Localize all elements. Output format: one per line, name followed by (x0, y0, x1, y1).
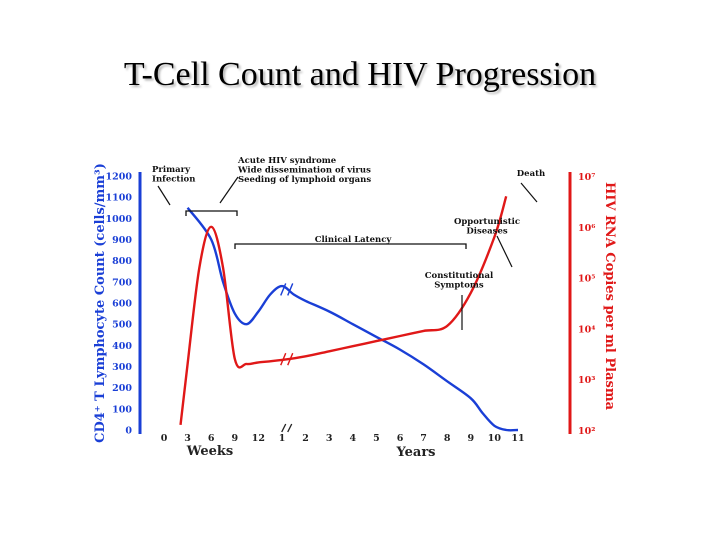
x-tick-label: 2 (302, 433, 309, 444)
y-left-tick-label: 0 (125, 426, 132, 437)
y-right-tick-label: 10² (578, 426, 595, 437)
x-tick-label: 4 (349, 433, 356, 444)
series-break-mark (280, 352, 287, 366)
y-left-tick-label: 700 (112, 277, 132, 288)
y-left-tick-label: 100 (112, 404, 132, 415)
pointer-opportunistic-diseases (496, 235, 513, 268)
y-left-tick-label: 300 (112, 362, 132, 373)
annotation-acute-hiv-syndrome: Wide dissemination of virus (237, 166, 371, 176)
x-tick-label: 5 (373, 433, 380, 444)
annotation-acute-hiv-syndrome: Acute HIV syndrome (237, 156, 337, 166)
annotation-constitutional-symptoms: Symptoms (434, 281, 484, 291)
x-axis-label-weeks: Weeks (186, 444, 233, 459)
y-left-tick-label: 1200 (106, 172, 133, 183)
y-left-tick-label: 1100 (106, 193, 133, 204)
pointer-death (520, 182, 538, 203)
x-axis-break-mark (287, 423, 293, 433)
x-tick-label: 9 (231, 433, 238, 444)
bracket-acute-phase (185, 210, 238, 216)
x-tick-label: 10 (488, 433, 502, 444)
x-tick-label: 6 (397, 433, 404, 444)
y-left-tick-label: 400 (112, 341, 132, 352)
pointer-primary-infection (157, 185, 171, 206)
y-left-tick-label: 500 (112, 320, 132, 331)
y-right-tick-label: 10⁵ (578, 274, 595, 285)
y-right-tick-label: 10³ (578, 375, 595, 386)
series-break-mark (280, 283, 287, 296)
x-tick-label: 1 (279, 433, 286, 444)
y-left-tick-label: 600 (112, 299, 132, 310)
x-tick-label: 9 (467, 433, 474, 444)
y-left-tick-label: 1000 (106, 214, 133, 225)
x-axis-label-years: Years (395, 445, 435, 460)
x-tick-label: 7 (420, 433, 427, 444)
y-left-tick-label: 800 (112, 256, 132, 267)
annotation-primary-infection: Primary (152, 165, 191, 175)
y-left-tick-label: 200 (112, 383, 132, 394)
hiv-rna-series-line (179, 195, 508, 426)
y-right-tick-label: 10⁷ (578, 172, 595, 183)
x-tick-label: 12 (252, 433, 265, 444)
pointer-acute-hiv-syndrome (219, 176, 239, 204)
bracket-clinical-latency (234, 243, 467, 249)
y-left-axis-label: CD4⁺ T Lymphocyte Count (cells/mm³) (93, 163, 108, 443)
slide-title: T-Cell Count and HIV Progression (123, 56, 597, 93)
series-layer (179, 195, 519, 432)
x-tick-label: 0 (161, 433, 168, 444)
series-break-mark (287, 283, 294, 296)
cd4-count-series-line (186, 207, 519, 432)
annotation-primary-infection: Infection (152, 175, 195, 185)
y-left-tick-label: 900 (112, 235, 132, 246)
series-break-mark (287, 352, 294, 366)
x-tick-label: 11 (511, 433, 524, 444)
axes-layer: 0100200300400500600700800900100011001200… (106, 172, 596, 445)
annotation-opportunistic-diseases: Opportunistic (454, 217, 520, 227)
x-axis-break-mark (281, 423, 287, 433)
annotation-constitutional-symptoms: Constitutional (425, 271, 494, 281)
annotation-acute-hiv-syndrome: Seeding of lymphoid organs (238, 175, 371, 185)
annotation-clinical-latency: Clinical Latency (315, 235, 393, 245)
y-right-tick-label: 10⁴ (578, 324, 595, 335)
y-right-axis-label: HIV RNA Copies per ml Plasma (602, 182, 617, 411)
x-tick-label: 3 (326, 433, 333, 444)
x-tick-label: 6 (208, 433, 215, 444)
annotation-death: Death (517, 169, 545, 179)
annotation-opportunistic-diseases: Diseases (466, 227, 507, 237)
x-tick-label: 8 (444, 433, 451, 444)
y-right-tick-label: 10⁶ (578, 223, 595, 234)
x-tick-label: 3 (184, 433, 191, 444)
